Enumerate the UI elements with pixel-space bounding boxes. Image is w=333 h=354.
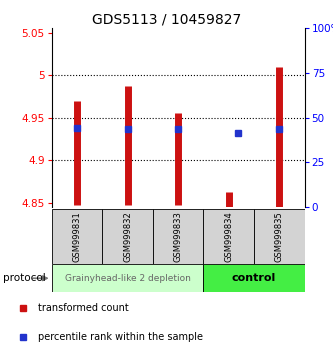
Bar: [203, 209, 254, 264]
Text: GSM999834: GSM999834: [224, 211, 233, 262]
Bar: [52, 264, 203, 292]
Bar: [153, 209, 203, 264]
Bar: [203, 264, 305, 292]
Text: GSM999832: GSM999832: [123, 211, 132, 262]
Bar: [254, 209, 305, 264]
Text: Grainyhead-like 2 depletion: Grainyhead-like 2 depletion: [65, 274, 190, 283]
Bar: [52, 209, 102, 264]
Text: GSM999831: GSM999831: [72, 211, 82, 262]
Bar: [102, 209, 153, 264]
Text: protocol: protocol: [3, 273, 46, 283]
Text: GSM999835: GSM999835: [275, 211, 284, 262]
Text: transformed count: transformed count: [38, 303, 129, 313]
Text: GDS5113 / 10459827: GDS5113 / 10459827: [92, 12, 241, 27]
Text: control: control: [232, 273, 276, 283]
Text: GSM999833: GSM999833: [173, 211, 183, 262]
Text: percentile rank within the sample: percentile rank within the sample: [38, 332, 203, 342]
